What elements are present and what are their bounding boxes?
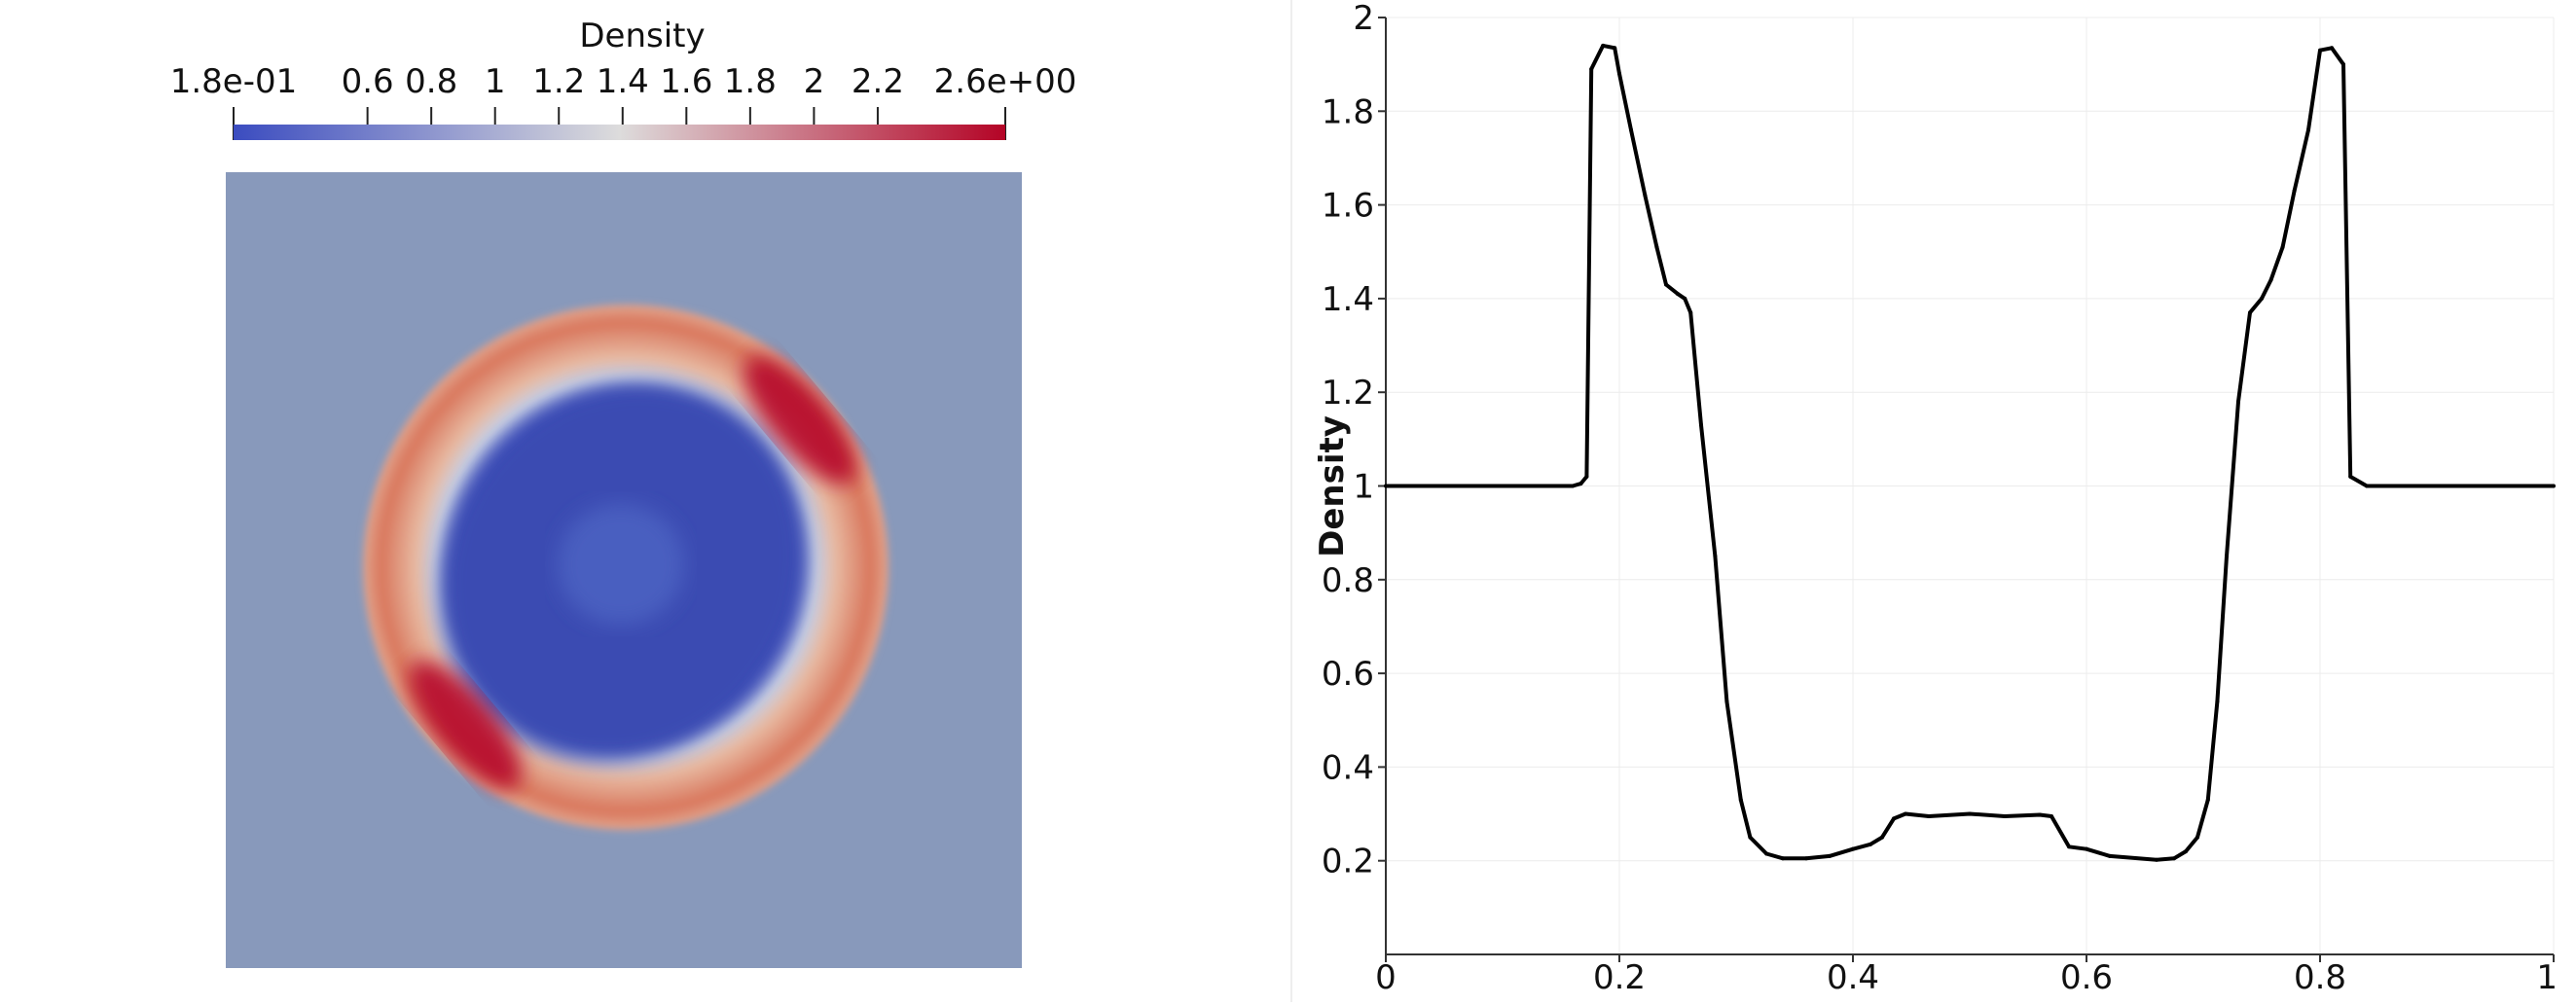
density-field-view[interactable]: Density 1.8e-01 2.6e+00 0.6 0.8 1 1.2 1.4 1.6… — [0, 0, 1289, 1002]
data-point — [2248, 310, 2252, 315]
data-point — [2306, 127, 2310, 132]
colorbar-tick-label: 1.4 — [597, 62, 649, 101]
data-point — [1578, 482, 1583, 486]
y-tick-label: 1.6 — [1322, 187, 1374, 226]
colorbar-tick-label: 1.6 — [660, 62, 712, 101]
data-point — [2365, 484, 2369, 488]
data-point — [2050, 813, 2053, 818]
y-tick-label: 0.8 — [1322, 561, 1374, 600]
data-point — [2085, 846, 2088, 851]
y-tick-label: 0.2 — [1322, 843, 1374, 881]
data-point — [2318, 48, 2322, 53]
data-point — [1828, 853, 1832, 858]
data-point — [2155, 857, 2159, 862]
x-tick-label: 0.8 — [2294, 958, 2346, 997]
data-point — [1851, 846, 1855, 851]
data-point — [1688, 310, 1693, 315]
series-points — [1384, 43, 2556, 862]
y-tick-label: 1.8 — [1322, 92, 1374, 131]
colorbar-tick-label: 1.8 — [724, 62, 777, 101]
data-point — [2552, 484, 2556, 488]
data-point — [1676, 292, 1680, 297]
y-tick-label: 0.6 — [1322, 655, 1374, 694]
render-view-panel[interactable]: Density 1.8e-01 2.6e+00 0.6 0.8 1 1.2 1.4 1.6… — [0, 0, 1289, 1002]
data-point — [1713, 554, 1718, 558]
series-line — [1386, 43, 2554, 862]
data-point — [1683, 296, 1687, 301]
data-point — [1781, 856, 1785, 861]
data-point — [1384, 484, 1388, 488]
x-tick-label: 1 — [2536, 958, 2558, 997]
data-point — [2260, 296, 2264, 301]
y-tick-label: 2 — [1353, 0, 1374, 38]
density-line-chart[interactable]: 0.2 0.4 0.6 0.8 1 1.2 1.4 1.6 1.8 2 0 0.2 0.4 0.6 0.8… — [1292, 0, 2576, 1002]
data-point — [1613, 46, 1617, 51]
data-point — [2205, 798, 2210, 803]
data-point — [1968, 811, 1972, 816]
data-point — [1643, 193, 1648, 198]
colorbar-tick-label: 1 — [485, 62, 506, 101]
colorbar-ticks: 0.6 0.8 1 1.2 1.4 1.6 1.8 2 2.2 — [233, 62, 1006, 140]
data-point — [2225, 554, 2229, 558]
data-point — [2268, 277, 2273, 282]
data-point — [1880, 835, 1884, 840]
view-splitter[interactable] — [1290, 0, 1292, 1002]
y-tick-label: 1 — [1353, 468, 1374, 507]
data-point — [1617, 71, 1621, 76]
x-tick-label: 0 — [1375, 958, 1397, 997]
data-point — [2341, 62, 2345, 67]
data-point — [2215, 699, 2220, 703]
line-chart-view-panel[interactable]: 0.2 0.4 0.6 0.8 1 1.2 1.4 1.6 1.8 2 0 0.2 0.4 0.6 0.8… — [1292, 0, 2576, 1002]
data-point — [2292, 189, 2297, 194]
density-blast-wave — [363, 305, 889, 830]
colorbar-tick-label: 2.2 — [852, 62, 904, 101]
data-point — [2108, 853, 2112, 858]
data-point — [2172, 856, 2176, 861]
data-point — [1738, 798, 1743, 803]
x-axis-ticks: 0 0.2 0.4 0.6 0.8 1 — [1375, 954, 2558, 997]
colorbar-tick-label: 1.2 — [532, 62, 585, 101]
data-point — [1699, 422, 1703, 427]
y-tick-label: 1.4 — [1322, 280, 1374, 319]
data-point — [2195, 835, 2199, 840]
data-point — [1571, 484, 1575, 488]
data-point — [2236, 399, 2240, 404]
x-tick-label: 0.2 — [1593, 958, 1646, 997]
data-point — [1664, 282, 1668, 287]
y-axis-ticks: 0.2 0.4 0.6 0.8 1 1.2 1.4 1.6 1.8 2 — [1322, 0, 1386, 881]
data-point — [1654, 244, 1659, 249]
y-tick-label: 1.2 — [1322, 374, 1374, 413]
data-point — [1724, 699, 1729, 703]
data-point — [1869, 842, 1872, 846]
colorbar-tick-label: 0.6 — [342, 62, 394, 101]
colorbar-min-label: 1.8e-01 — [170, 62, 298, 101]
data-point — [1804, 856, 1808, 861]
data-point — [2038, 812, 2042, 817]
data-point — [1927, 813, 1931, 818]
colorbar-tick-label: 2 — [804, 62, 825, 101]
x-tick-label: 0.4 — [1827, 958, 1879, 997]
colorbar-tick-label: 0.8 — [405, 62, 457, 101]
colorbar — [234, 125, 1005, 140]
y-tick-label: 0.4 — [1322, 748, 1374, 787]
data-point — [1764, 851, 1769, 856]
data-point — [2280, 244, 2285, 249]
x-tick-label: 0.6 — [2060, 958, 2113, 997]
data-point — [2184, 849, 2188, 854]
data-point — [2330, 46, 2334, 51]
colorbar-title: Density — [579, 17, 705, 55]
data-point — [1904, 811, 1907, 816]
data-point — [1584, 474, 1589, 479]
data-point — [2348, 474, 2353, 479]
data-point — [1892, 816, 1896, 821]
data-point — [1629, 127, 1633, 132]
data-point — [2067, 844, 2071, 849]
data-point — [1589, 66, 1594, 71]
data-point — [1748, 835, 1753, 840]
y-axis-label: Density — [1313, 415, 1352, 557]
data-point — [1601, 43, 1606, 48]
data-point — [2003, 813, 2007, 818]
colorbar-max-label: 2.6e+00 — [934, 62, 1077, 101]
